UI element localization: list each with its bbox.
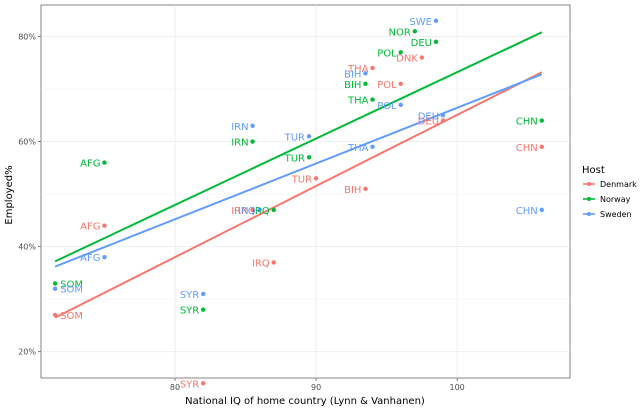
legend-key-point xyxy=(587,197,591,201)
trendline-denmark xyxy=(54,71,543,319)
point-sweden-tha xyxy=(370,144,375,150)
x-axis-ticks: 80 90 100 xyxy=(170,378,465,392)
point-norway-bih xyxy=(363,81,368,87)
point-denmark-bih xyxy=(363,186,368,192)
trendlines xyxy=(54,31,543,319)
point-denmark-tha xyxy=(370,65,375,71)
point-denmark-som xyxy=(52,312,58,318)
point-denmark-afg xyxy=(102,223,107,228)
point-label: THA xyxy=(347,96,369,107)
point-sweden-tur xyxy=(306,134,312,139)
y-axis-ticks: 20% 40% 60% 80% xyxy=(18,33,41,357)
point-denmark-syr xyxy=(201,381,206,386)
point-label: POL xyxy=(377,80,397,91)
point-norway-irq xyxy=(271,207,276,213)
point-label: SWE xyxy=(409,17,432,28)
point-norway-tha xyxy=(370,97,375,102)
point-label: THA xyxy=(347,64,369,75)
trendline-sweden xyxy=(54,73,543,268)
point-norway-chn xyxy=(539,118,544,123)
x-tick-label: 90 xyxy=(311,383,321,392)
point-label: BIH xyxy=(344,69,361,80)
point-denmark-irq xyxy=(271,260,276,265)
point-denmark-dnk xyxy=(419,55,425,60)
point-sweden-deu xyxy=(440,113,446,118)
grid xyxy=(41,5,570,378)
point-sweden-bih xyxy=(363,71,368,76)
point-denmark-pol xyxy=(398,81,403,87)
legend-title: Host xyxy=(582,165,605,176)
point-label: SOM xyxy=(60,311,83,322)
point-label: CHN xyxy=(516,143,538,154)
point-label: BIH xyxy=(344,185,361,196)
point-norway-som xyxy=(52,281,58,286)
point-label: CHN xyxy=(516,117,538,128)
point-label: SOM xyxy=(60,285,83,296)
y-axis-title: Employed% xyxy=(4,165,15,224)
point-label: DEU xyxy=(418,111,439,122)
y-tick-label: 60% xyxy=(18,138,36,147)
point-label: BIH xyxy=(344,80,361,91)
point-label: IRQ xyxy=(238,206,256,217)
legend-key-point xyxy=(587,182,591,186)
point-labels: SOMAFGSYRIRNIRQTURBIHTHAPOLDNKDEUCHNSOMA… xyxy=(60,17,538,390)
point-denmark-irn xyxy=(250,207,255,213)
point-label: IRQ xyxy=(252,206,270,217)
legend-label: Denmark xyxy=(600,180,637,189)
point-label: SOM xyxy=(60,279,83,290)
point-label: IRN xyxy=(231,206,248,217)
point-label: NOR xyxy=(389,27,411,38)
point-label: THA xyxy=(347,143,369,154)
legend-label: Sweden xyxy=(600,210,632,219)
point-sweden-syr xyxy=(201,291,206,297)
point-label: IRN xyxy=(231,122,248,133)
point-denmark-tur xyxy=(313,176,319,181)
point-label: IRQ xyxy=(252,258,270,269)
point-label: SYR xyxy=(180,379,199,390)
x-axis-title: National IQ of home country (Lynn & Vanh… xyxy=(185,396,425,407)
x-tick-label: 80 xyxy=(170,383,180,392)
point-label: SYR xyxy=(180,290,199,301)
point-label: POL xyxy=(377,48,397,59)
point-sweden-chn xyxy=(539,207,544,213)
point-label: AFG xyxy=(80,222,100,233)
point-label: TUR xyxy=(284,132,305,143)
point-sweden-irq xyxy=(257,207,262,213)
point-norway-deu xyxy=(433,39,439,44)
point-sweden-pol xyxy=(398,102,403,108)
y-tick-label: 20% xyxy=(18,348,36,357)
legend-label: Norway xyxy=(600,195,631,204)
point-norway-nor xyxy=(412,29,418,34)
point-norway-syr xyxy=(201,307,206,312)
point-label: IRN xyxy=(231,138,248,149)
point-denmark-deu xyxy=(440,118,446,123)
point-label: POL xyxy=(377,101,397,112)
points xyxy=(52,18,544,386)
point-sweden-som xyxy=(52,286,58,291)
point-label: TUR xyxy=(291,174,312,185)
point-label: DEU xyxy=(418,117,439,128)
point-label: TUR xyxy=(284,153,305,164)
y-tick-label: 40% xyxy=(18,243,36,252)
point-norway-pol xyxy=(398,50,403,55)
point-label: AFG xyxy=(80,253,100,264)
point-norway-tur xyxy=(306,155,312,160)
trendline-norway xyxy=(54,31,543,263)
legend-key-point xyxy=(587,212,591,216)
point-label: AFG xyxy=(80,159,100,170)
legend: Host Denmark Norway Sweden xyxy=(582,165,637,219)
point-label: SYR xyxy=(180,306,199,317)
point-label: DNK xyxy=(396,54,418,65)
x-tick-label: 100 xyxy=(450,383,465,392)
point-sweden-afg xyxy=(102,254,107,260)
point-norway-afg xyxy=(102,160,107,165)
point-denmark-chn xyxy=(539,144,544,150)
y-tick-label: 80% xyxy=(18,33,36,42)
point-norway-irn xyxy=(250,139,255,144)
point-label: DEU xyxy=(411,38,432,49)
point-label: CHN xyxy=(516,206,538,217)
point-sweden-swe xyxy=(433,18,439,23)
point-sweden-irn xyxy=(250,123,255,129)
